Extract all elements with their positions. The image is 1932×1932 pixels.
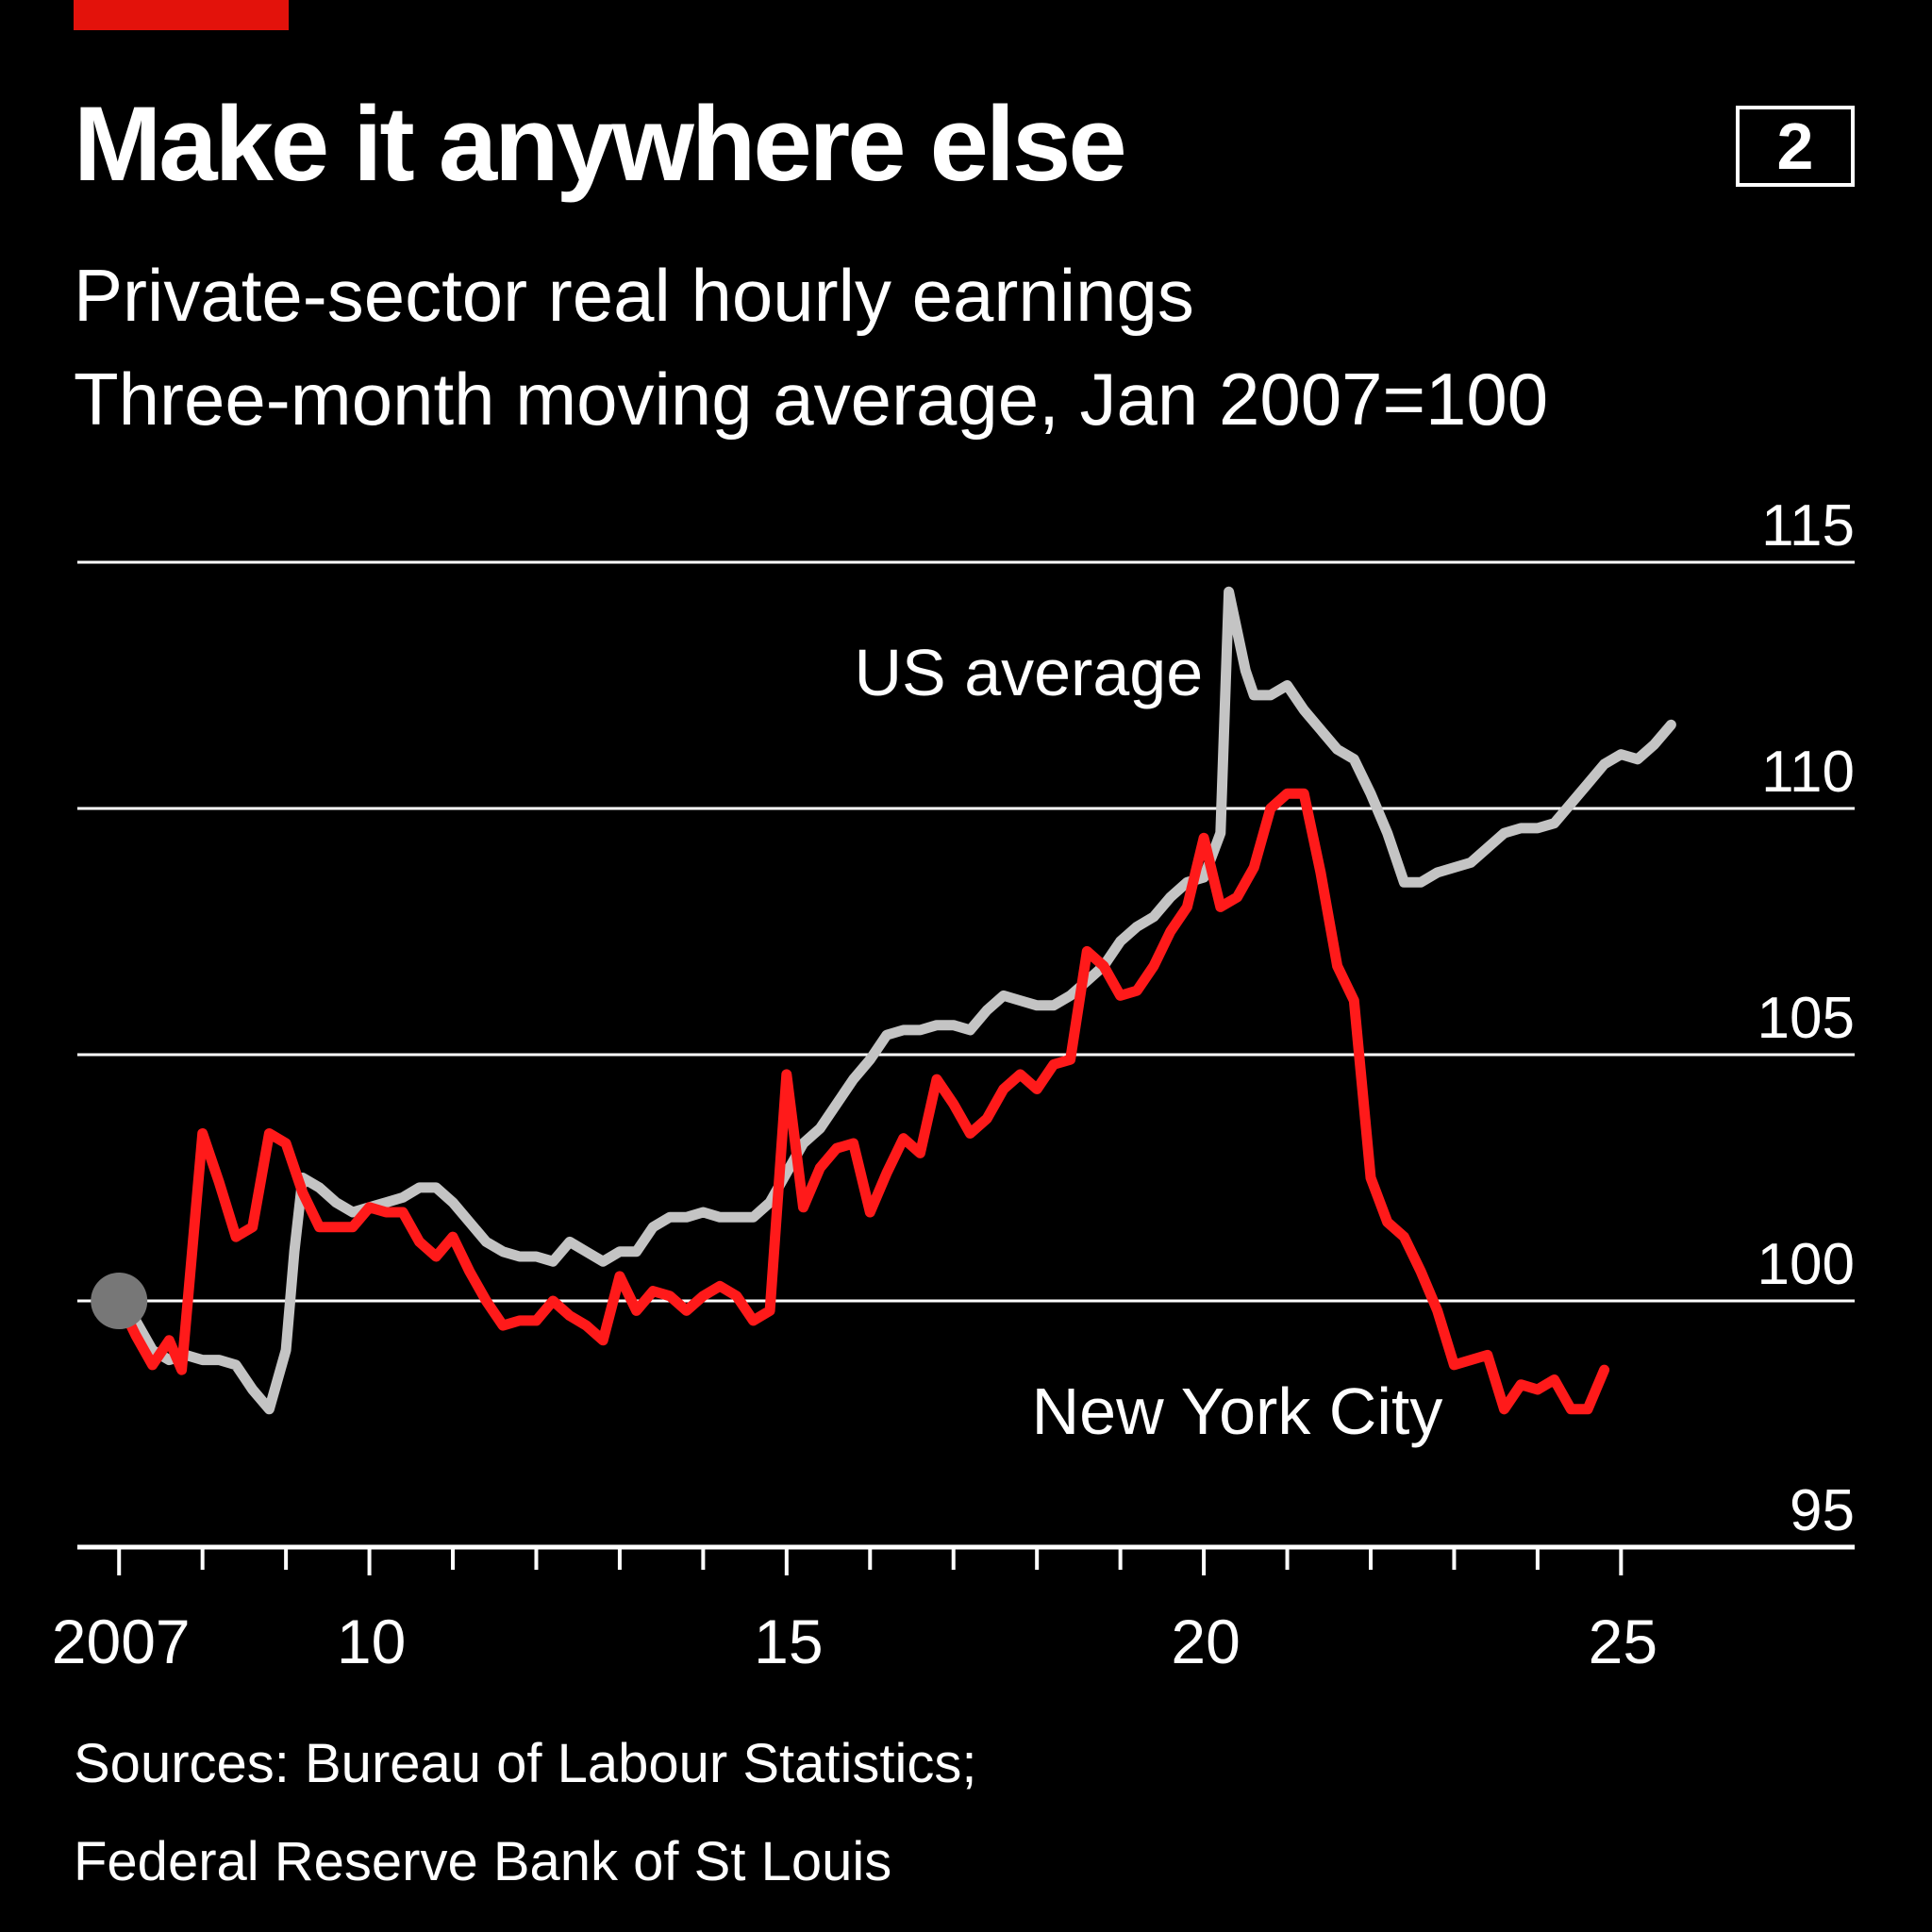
gridlines (77, 560, 1855, 1550)
x-tick-label-10: 10 (337, 1607, 406, 1676)
brand-red-tab (74, 0, 289, 30)
x-tick-label-25: 25 (1589, 1607, 1657, 1676)
x-tick-label-15: 15 (754, 1607, 823, 1676)
series-line-new-york-city (113, 788, 1610, 1415)
x-axis: 2007 10 15 20 25 (52, 1547, 1657, 1676)
y-tick-label-95: 95 (1790, 1478, 1855, 1543)
y-tick-label-105: 105 (1757, 986, 1855, 1051)
chart-unit-note: Three-month moving average, Jan 2007=100 (74, 358, 1549, 441)
series-label-us-average: US average (855, 636, 1204, 709)
y-tick-label-110: 110 (1761, 740, 1855, 805)
chart-number-badge: 2 (1736, 106, 1855, 187)
sources-line-1: Sources: Bureau of Labour Statistics; (74, 1733, 977, 1794)
chart-subtitle: Private-sector real hourly earnings (74, 254, 1194, 337)
chart-title: Make it anywhere else (74, 85, 1127, 203)
x-tick-label-20: 20 (1171, 1607, 1240, 1676)
x-tick-label-2007: 2007 (52, 1607, 191, 1676)
y-axis-tick-labels: 95 100 105 110 115 (1757, 493, 1855, 1543)
series-lines (91, 586, 1676, 1415)
start-point-marker (91, 1273, 148, 1329)
y-tick-label-115: 115 (1761, 493, 1855, 558)
sources-note: Sources: Bureau of Labour Statistics; Fe… (74, 1715, 977, 1911)
series-label-new-york-city: New York City (1032, 1374, 1443, 1448)
y-tick-label-100: 100 (1757, 1232, 1855, 1297)
sources-line-2: Federal Reserve Bank of St Louis (74, 1831, 892, 1892)
series-line-us-average (113, 586, 1676, 1415)
series-labels: US average New York City (855, 636, 1443, 1448)
